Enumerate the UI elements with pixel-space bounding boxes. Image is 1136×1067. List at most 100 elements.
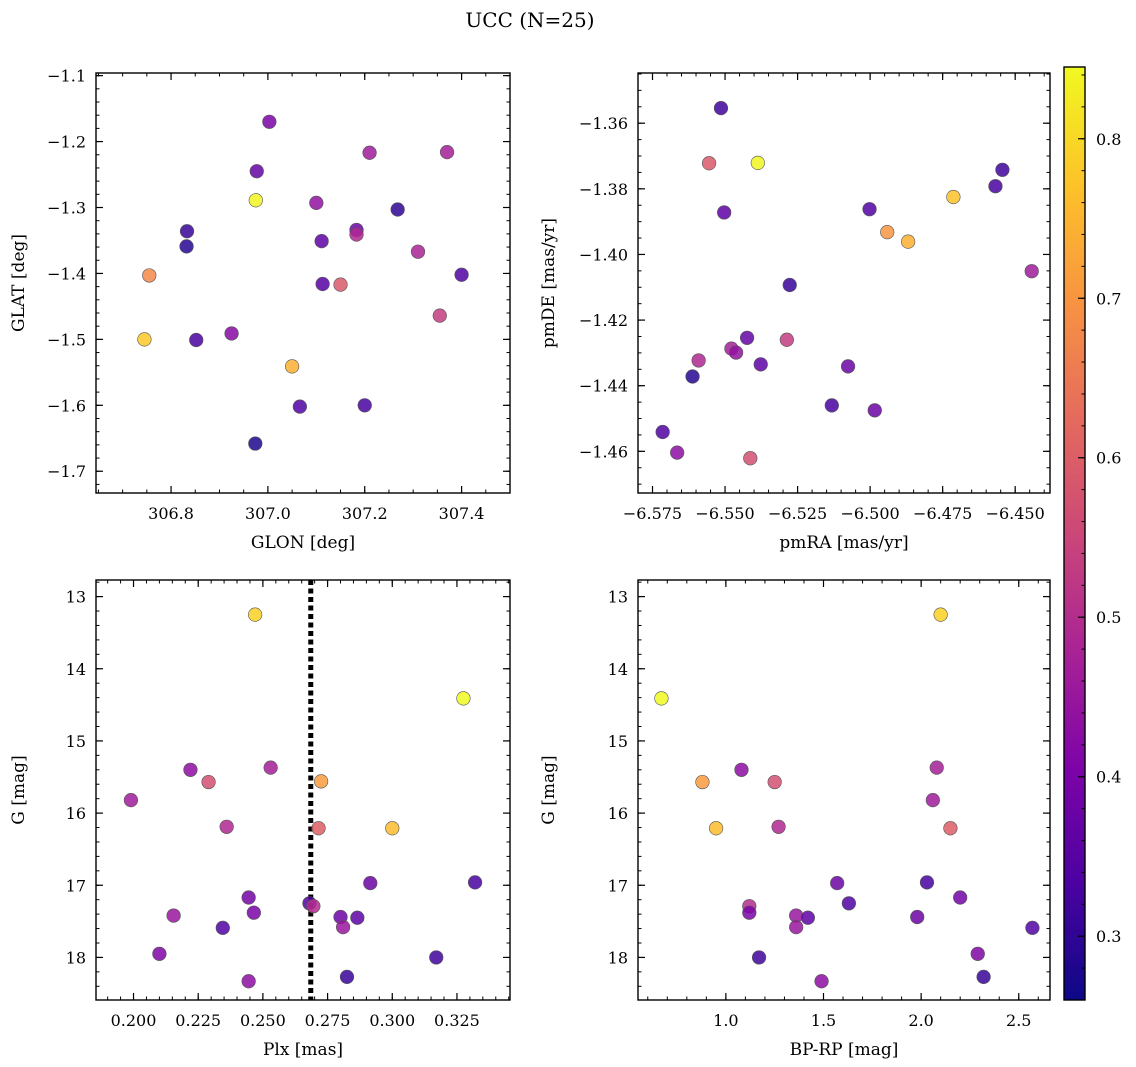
scatter-panel-1: 306.8 307.0 307.2 307.4 −1.7 −1.6 −1.5 −1.4 −1.3…	[9, 67, 511, 553]
data-point	[248, 193, 263, 208]
data-point	[314, 234, 329, 249]
data-point	[943, 821, 958, 836]
data-point	[309, 195, 324, 210]
data-point	[123, 793, 139, 808]
colorbar-tick-label: 0.7	[1096, 289, 1121, 308]
data-point	[339, 969, 355, 985]
data-point	[137, 332, 152, 347]
x-axis-label: Plx [mas]	[263, 1040, 343, 1060]
data-point	[654, 691, 669, 706]
x-tick-label: 2.5	[1006, 1011, 1031, 1030]
x-tick-label: −6.525	[768, 504, 827, 523]
data-point	[782, 277, 797, 293]
data-point	[750, 155, 765, 171]
data-point	[709, 821, 724, 836]
x-axis-label: pmRA [mas/yr]	[779, 533, 908, 553]
data-point	[717, 205, 732, 220]
axes-frame	[95, 72, 511, 494]
data-point	[995, 162, 1010, 177]
y-axis-label: G [mag]	[9, 755, 29, 824]
data-point	[655, 424, 670, 440]
data-point	[439, 145, 455, 160]
data-point	[862, 202, 877, 217]
data-point	[219, 819, 234, 834]
x-axis-label: BP-RP [mag]	[790, 1040, 899, 1060]
scatter-panel-4: 1.0 1.5 2.0 2.5 13 14 15 16 17 18 BP-RP [mag] G [ma…	[539, 579, 1051, 1060]
data-point	[988, 179, 1003, 194]
y-tick-label: 13	[66, 588, 86, 607]
y-tick-label: −1.1	[47, 67, 86, 86]
data-point	[429, 950, 444, 965]
axes-frame	[637, 72, 1051, 494]
data-point	[742, 905, 757, 920]
x-tick-label: 0.200	[111, 1011, 157, 1030]
colorbar-tick-label: 0.8	[1096, 130, 1121, 149]
data-point	[248, 607, 263, 622]
colorbar: 0.3 0.4 0.5 0.6 0.7 0.8	[1063, 66, 1121, 1001]
x-tick-label: 0.225	[175, 1011, 221, 1030]
data-point	[142, 268, 157, 283]
data-point	[333, 277, 348, 292]
data-point	[734, 762, 749, 777]
x-tick-label: −6.450	[986, 504, 1045, 523]
data-point	[179, 239, 194, 254]
data-point	[779, 332, 794, 347]
data-point	[867, 403, 882, 418]
x-tick-label: 2.0	[908, 1011, 933, 1030]
y-axis-label: GLAT [deg]	[9, 234, 29, 332]
y-tick-label: 15	[66, 732, 86, 751]
data-point	[285, 359, 300, 374]
figure-title: UCC (N=25)	[465, 8, 594, 32]
axes-frame	[637, 579, 1051, 1001]
colorbar-tick-label: 0.6	[1096, 449, 1121, 468]
x-tick-label: 0.275	[305, 1011, 351, 1030]
data-point	[739, 330, 755, 345]
x-tick-label: −6.550	[695, 504, 754, 523]
data-point	[919, 875, 935, 890]
data-point	[241, 974, 256, 989]
colorbar-gradient	[1064, 67, 1085, 1000]
data-point	[841, 896, 856, 911]
data-point	[311, 821, 326, 836]
x-tick-label: 307.0	[245, 504, 291, 523]
data-point	[246, 905, 261, 920]
y-tick-label: −1.46	[579, 442, 628, 461]
data-point	[454, 267, 469, 282]
data-point	[224, 326, 239, 341]
data-point	[976, 969, 991, 985]
data-point	[953, 890, 968, 905]
y-tick-label: −1.38	[579, 180, 628, 199]
data-point	[241, 890, 256, 905]
data-point	[728, 345, 744, 360]
y-tick-label: 15	[608, 732, 628, 751]
y-tick-label: −1.5	[47, 330, 86, 349]
data-point	[1025, 920, 1040, 935]
data-point	[771, 819, 786, 834]
data-point	[830, 875, 845, 891]
x-tick-label: −6.500	[841, 504, 900, 523]
data-point	[970, 946, 985, 961]
data-point	[349, 227, 364, 242]
data-point	[789, 920, 804, 935]
y-tick-label: −1.36	[579, 114, 628, 133]
scatter-panel-3: 0.200 0.225 0.250 0.275 0.300 0.325 13 14 15 16 17…	[9, 579, 511, 1060]
data-point	[249, 164, 264, 179]
colorbar-tick-label: 0.3	[1096, 927, 1121, 946]
colorbar-frame	[1063, 66, 1086, 1001]
data-point	[946, 189, 961, 205]
y-tick-label: 18	[66, 948, 86, 967]
data-point	[315, 276, 330, 292]
data-point	[695, 774, 710, 790]
y-tick-label: 17	[608, 876, 628, 895]
y-tick-label: −1.3	[47, 199, 86, 218]
data-point	[363, 875, 378, 891]
x-tick-label: 1.5	[811, 1011, 836, 1030]
y-tick-label: −1.6	[47, 396, 86, 415]
x-tick-label: −6.575	[623, 504, 682, 523]
data-point	[670, 445, 685, 460]
x-tick-label: 307.4	[439, 504, 485, 523]
data-point	[314, 774, 329, 789]
data-point	[390, 202, 405, 217]
data-point	[767, 774, 782, 790]
data-point	[183, 762, 198, 777]
